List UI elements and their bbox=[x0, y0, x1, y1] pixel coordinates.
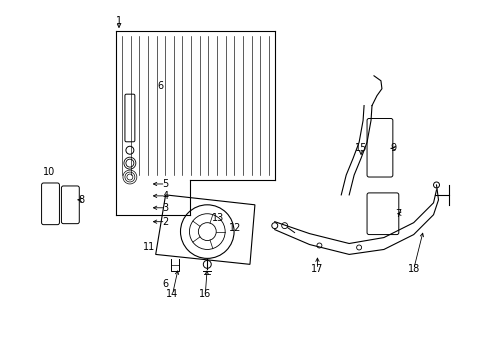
Circle shape bbox=[123, 157, 136, 169]
Text: 1: 1 bbox=[116, 16, 122, 26]
Text: 6: 6 bbox=[157, 81, 163, 91]
FancyBboxPatch shape bbox=[366, 193, 398, 235]
Circle shape bbox=[189, 214, 224, 249]
Circle shape bbox=[124, 172, 135, 182]
Circle shape bbox=[127, 174, 133, 180]
Circle shape bbox=[180, 205, 234, 258]
Text: 14: 14 bbox=[166, 289, 178, 299]
Circle shape bbox=[271, 223, 277, 229]
Text: 12: 12 bbox=[228, 222, 241, 233]
FancyBboxPatch shape bbox=[41, 183, 60, 225]
Circle shape bbox=[433, 182, 439, 188]
Text: 13: 13 bbox=[212, 213, 224, 223]
Text: 2: 2 bbox=[162, 217, 168, 227]
Circle shape bbox=[198, 223, 216, 240]
Circle shape bbox=[316, 243, 321, 248]
Circle shape bbox=[281, 223, 287, 229]
Circle shape bbox=[356, 245, 361, 250]
FancyBboxPatch shape bbox=[124, 94, 135, 142]
Text: 16: 16 bbox=[199, 289, 211, 299]
Text: 17: 17 bbox=[310, 264, 323, 274]
Text: 8: 8 bbox=[78, 195, 84, 205]
Text: 10: 10 bbox=[43, 167, 56, 177]
Text: 4: 4 bbox=[162, 191, 168, 201]
Text: 7: 7 bbox=[395, 209, 401, 219]
Circle shape bbox=[122, 170, 137, 184]
FancyBboxPatch shape bbox=[366, 118, 392, 177]
Text: 9: 9 bbox=[390, 143, 396, 153]
Circle shape bbox=[126, 146, 134, 154]
Circle shape bbox=[126, 159, 134, 167]
Text: 6: 6 bbox=[162, 279, 168, 289]
Text: 3: 3 bbox=[162, 203, 168, 213]
Text: 5: 5 bbox=[162, 179, 168, 189]
Text: 15: 15 bbox=[354, 143, 366, 153]
Circle shape bbox=[203, 260, 211, 268]
Text: 18: 18 bbox=[407, 264, 419, 274]
FancyBboxPatch shape bbox=[61, 186, 79, 224]
Text: 11: 11 bbox=[142, 243, 155, 252]
